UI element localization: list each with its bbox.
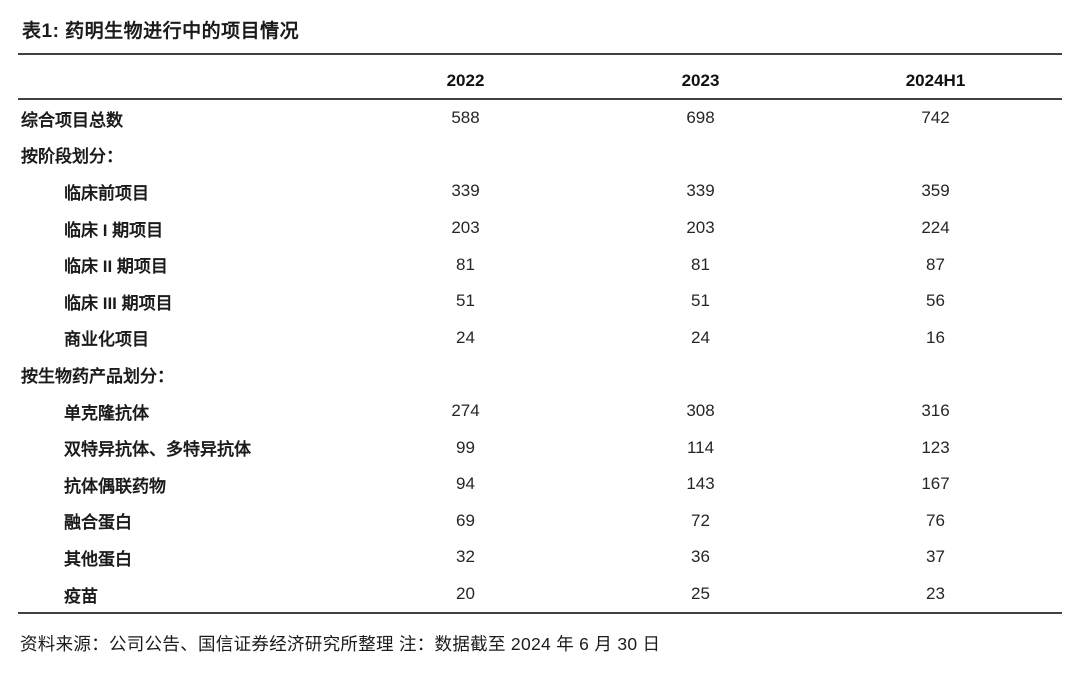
cell-value: 123 bbox=[921, 437, 950, 457]
cell-value: 72 bbox=[691, 510, 710, 530]
cell-value: 20 bbox=[456, 584, 475, 604]
section-label: 按生物药产品划分： bbox=[21, 366, 174, 386]
cell-value: 56 bbox=[926, 291, 945, 311]
cell-value: 36 bbox=[691, 547, 710, 567]
row-commercial: 商业化项目 24 24 16 bbox=[18, 320, 1062, 357]
section-label: 按阶段划分： bbox=[21, 147, 123, 167]
column-header-2024h1: 2024H1 bbox=[905, 71, 966, 90]
cell-value: 359 bbox=[921, 181, 950, 201]
cell-value: 742 bbox=[921, 108, 950, 128]
row-mab: 单克隆抗体 274 308 316 bbox=[18, 393, 1062, 430]
cell-value: 274 bbox=[451, 401, 480, 421]
cell-value: 316 bbox=[921, 401, 950, 421]
row-by-stage-section: 按阶段划分： bbox=[18, 137, 1062, 174]
projects-table: 2022 2023 2024H1 综合项目总数 588 698 742 按阶段划… bbox=[18, 53, 1062, 615]
cell-value: 94 bbox=[456, 474, 475, 494]
row-by-product-section: 按生物药产品划分： bbox=[18, 356, 1062, 393]
cell-value: 23 bbox=[926, 584, 945, 604]
column-header-2023: 2023 bbox=[681, 71, 720, 90]
cell-value: 203 bbox=[451, 218, 480, 238]
cell-value: 143 bbox=[686, 474, 715, 494]
cell-value: 16 bbox=[926, 327, 945, 347]
cell-value: 308 bbox=[686, 401, 715, 421]
cell-value: 51 bbox=[456, 291, 475, 311]
cell-value: 25 bbox=[691, 584, 710, 604]
row-phase-1: 临床 I 期项目 203 203 224 bbox=[18, 210, 1062, 247]
cell-value: 24 bbox=[691, 327, 710, 347]
row-label: 抗体偶联药物 bbox=[64, 476, 166, 496]
row-adc: 抗体偶联药物 94 143 167 bbox=[18, 466, 1062, 503]
source-note: 资料来源：公司公告、国信证券经济研究所整理 注：数据截至 2024 年 6 月 … bbox=[20, 634, 661, 654]
row-label: 临床 II 期项目 bbox=[64, 257, 168, 277]
cell-value: 69 bbox=[456, 510, 475, 530]
table-title: 表1: 药明生物进行中的项目情况 bbox=[22, 21, 300, 42]
row-label: 单克隆抗体 bbox=[64, 403, 149, 423]
cell-value: 81 bbox=[456, 254, 475, 274]
row-vaccine: 疫苗 20 25 23 bbox=[18, 576, 1062, 613]
cell-value: 203 bbox=[686, 218, 715, 238]
row-label: 临床 III 期项目 bbox=[64, 293, 173, 313]
cell-value: 87 bbox=[926, 254, 945, 274]
row-preclinical: 临床前项目 339 339 359 bbox=[18, 173, 1062, 210]
cell-value: 37 bbox=[926, 547, 945, 567]
cell-value: 224 bbox=[921, 218, 950, 238]
cell-value: 339 bbox=[451, 181, 480, 201]
column-header-2022: 2022 bbox=[446, 71, 485, 90]
row-phase-2: 临床 II 期项目 81 81 87 bbox=[18, 246, 1062, 283]
cell-value: 51 bbox=[691, 291, 710, 311]
cell-value: 24 bbox=[456, 327, 475, 347]
row-label: 疫苗 bbox=[64, 586, 98, 606]
cell-value: 114 bbox=[686, 437, 715, 457]
row-other-protein: 其他蛋白 32 36 37 bbox=[18, 539, 1062, 576]
row-label: 双特异抗体、多特异抗体 bbox=[64, 440, 251, 460]
row-label: 临床 I 期项目 bbox=[64, 220, 164, 240]
cell-value: 32 bbox=[456, 547, 475, 567]
row-label: 商业化项目 bbox=[64, 330, 149, 350]
cell-value: 698 bbox=[686, 108, 715, 128]
cell-value: 99 bbox=[456, 437, 475, 457]
row-label: 其他蛋白 bbox=[64, 549, 132, 569]
row-label: 综合项目总数 bbox=[21, 110, 123, 130]
row-fusion-protein: 融合蛋白 69 72 76 bbox=[18, 503, 1062, 540]
cell-value: 588 bbox=[451, 108, 480, 128]
table-header-row: 2022 2023 2024H1 bbox=[18, 55, 1062, 100]
row-label: 临床前项目 bbox=[64, 183, 149, 203]
cell-value: 167 bbox=[921, 474, 950, 494]
cell-value: 81 bbox=[691, 254, 710, 274]
row-total-projects: 综合项目总数 588 698 742 bbox=[18, 100, 1062, 137]
row-phase-3: 临床 III 期项目 51 51 56 bbox=[18, 283, 1062, 320]
cell-value: 339 bbox=[686, 181, 715, 201]
row-bispecific: 双特异抗体、多特异抗体 99 114 123 bbox=[18, 429, 1062, 466]
cell-value: 76 bbox=[926, 510, 945, 530]
row-label: 融合蛋白 bbox=[64, 513, 132, 533]
